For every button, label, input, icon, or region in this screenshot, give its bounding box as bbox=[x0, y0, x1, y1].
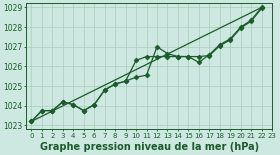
X-axis label: Graphe pression niveau de la mer (hPa): Graphe pression niveau de la mer (hPa) bbox=[39, 142, 259, 152]
